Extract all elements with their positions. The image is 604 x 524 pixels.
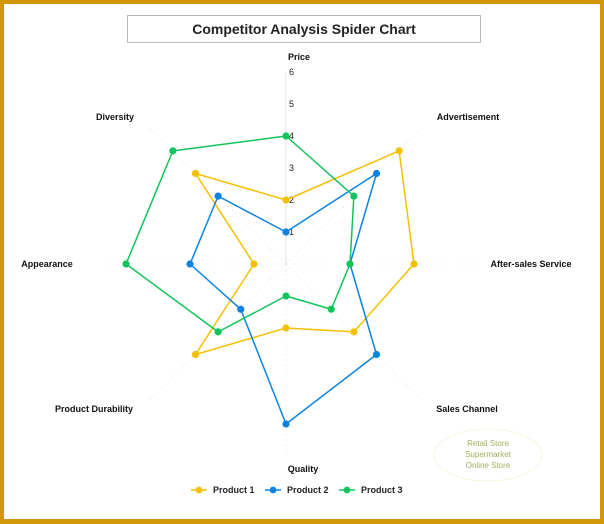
data-point[interactable] [350,328,358,336]
axis-label-product-durability: Product Durability [55,404,133,414]
legend-marker-icon [343,486,351,494]
data-point[interactable] [237,305,245,313]
legend-item-product-2[interactable]: Product 2 [265,485,329,495]
axis-label-after-sales-service: After-sales Service [490,259,571,269]
data-point[interactable] [346,260,354,268]
series-product-2 [186,169,381,428]
data-point[interactable] [372,169,381,178]
annotation-note: Retail Store Supermarket Online Store [433,428,543,482]
axis-label-diversity: Diversity [96,112,134,122]
data-point[interactable] [282,292,290,300]
data-point[interactable] [372,350,381,359]
data-point[interactable] [169,147,177,155]
tick-label: 1 [289,227,294,237]
data-point[interactable] [191,169,200,178]
data-point[interactable] [282,324,290,332]
note-line: Online Store [466,461,511,470]
data-point[interactable] [250,260,258,268]
series-line [125,135,355,333]
axis-label-quality: Quality [288,464,319,474]
note-line: Supermarket [465,450,512,459]
radial-tick-labels: 1 2 3 4 5 6 [289,67,294,237]
legend-marker-icon [195,486,203,494]
legend-label: Product 1 [213,485,255,495]
axis-labels: Price Advertisement After-sales Service Sal… [21,52,571,474]
tick-label: 6 [289,67,294,77]
series-line [194,150,415,356]
data-point[interactable] [282,228,290,236]
legend-item-product-3[interactable]: Product 3 [339,485,403,495]
series-line [189,172,378,425]
tick-label: 3 [289,163,294,173]
series-product-1 [191,147,418,359]
data-point[interactable] [191,350,200,359]
note-line: Retail Store [467,439,509,448]
axis-label-sales-channel: Sales Channel [436,404,498,414]
tick-label: 2 [289,195,294,205]
chart-legend: Product 1 Product 2 Product 3 [191,485,403,495]
data-series [122,132,418,428]
axis-label-price: Price [288,52,310,62]
data-point[interactable] [282,196,290,204]
legend-label: Product 2 [287,485,329,495]
data-point[interactable] [282,132,290,140]
axis-label-advertisement: Advertisement [437,112,500,122]
axis-label-appearance: Appearance [21,259,73,269]
tick-label: 5 [289,99,294,109]
legend-label: Product 3 [361,485,403,495]
note-bubble [433,428,543,482]
chart-title: Competitor Analysis Spider Chart [127,15,481,43]
data-point[interactable] [410,260,418,268]
chart-grid [94,72,478,456]
data-point[interactable] [186,260,194,268]
legend-marker-icon [269,486,277,494]
data-point[interactable] [395,147,403,155]
data-point[interactable] [327,305,335,313]
data-point[interactable] [214,328,222,336]
series-product-3 [122,132,358,336]
data-point[interactable] [214,192,222,200]
tick-label: 4 [289,131,294,141]
legend-item-product-1[interactable]: Product 1 [191,485,255,495]
data-point[interactable] [122,260,130,268]
data-point[interactable] [350,192,358,200]
data-point[interactable] [282,420,290,428]
